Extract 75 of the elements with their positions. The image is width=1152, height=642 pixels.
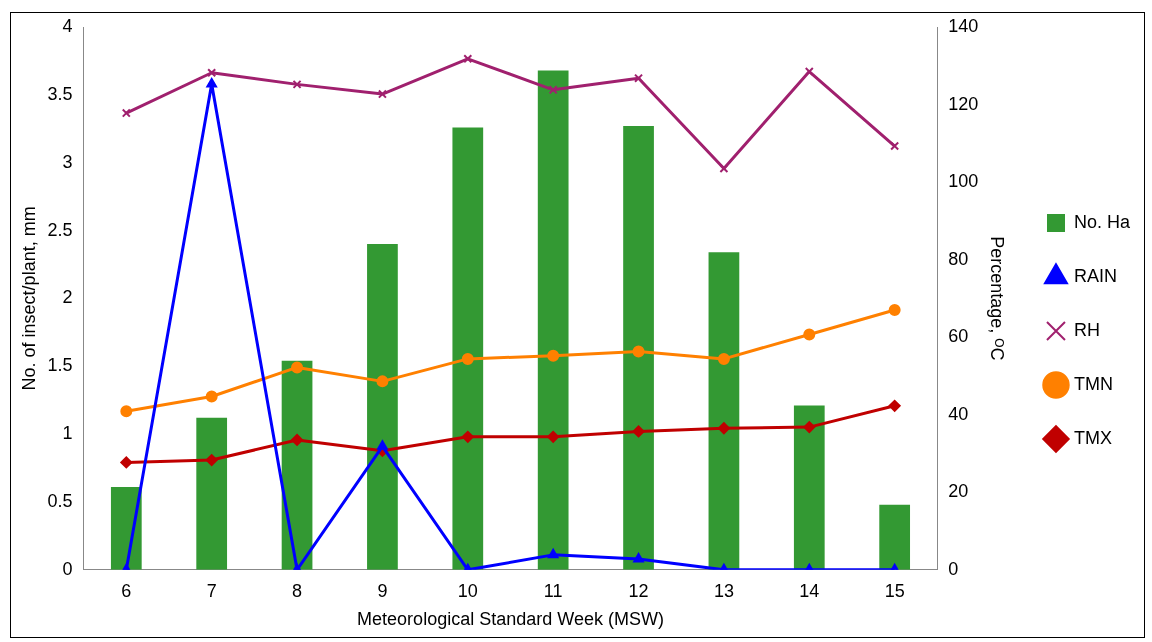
x-tick-label: 8 [292, 580, 303, 601]
point [377, 440, 388, 450]
point [547, 349, 560, 362]
bar [452, 127, 484, 570]
point [120, 456, 133, 469]
y2-tick-label: 140 [948, 15, 979, 36]
y-tick-label: 0.5 [47, 490, 73, 511]
point [548, 85, 558, 95]
point [717, 422, 730, 435]
point [632, 425, 645, 438]
bar [879, 504, 911, 570]
point [803, 328, 816, 341]
point [804, 67, 814, 77]
y2-tick-label: 60 [948, 326, 969, 347]
point [205, 454, 218, 467]
legend-label: No. Ha [1073, 211, 1131, 232]
point [121, 108, 131, 118]
point [461, 430, 474, 443]
y2-tick-label: 40 [948, 403, 969, 424]
y-tick-label: 3.5 [47, 83, 73, 104]
bar [537, 70, 569, 570]
point [633, 552, 644, 563]
bar [196, 417, 228, 570]
legend-label: TMX [1073, 427, 1112, 448]
x-tick-label: 10 [457, 580, 478, 601]
point [717, 352, 730, 365]
y-tick-label: 0 [62, 558, 73, 579]
y-tick-label: 2 [62, 287, 73, 308]
point [547, 548, 559, 559]
x-tick-label: 6 [121, 580, 132, 601]
point [207, 68, 217, 78]
point [634, 73, 644, 83]
y-tick-label: 1.5 [47, 355, 73, 376]
bar [367, 244, 398, 570]
y2-tick-label: 20 [948, 481, 969, 502]
y2-axis-title: Percentage, ᴼC [987, 236, 1008, 361]
legend-label: RAIN [1073, 265, 1117, 286]
y2-tick-label: 100 [948, 171, 979, 192]
y-tick-label: 2.5 [47, 219, 73, 240]
point [461, 352, 474, 365]
bar [623, 126, 654, 570]
point [890, 141, 900, 151]
x-tick-label: 15 [884, 580, 905, 601]
x-tick-label: 13 [713, 580, 734, 601]
bar [708, 252, 740, 570]
point [376, 375, 389, 388]
point [205, 390, 218, 403]
y2-tick-label: 120 [948, 93, 979, 114]
point [120, 405, 133, 418]
point [888, 399, 901, 412]
y2-tick-label: 80 [948, 248, 969, 269]
y-tick-label: 3 [62, 151, 73, 172]
x-axis-title: Meteorological Standard Week (MSW) [357, 609, 664, 630]
legend-label: TMN [1073, 373, 1113, 394]
point [803, 421, 816, 434]
y-tick-label: 1 [62, 423, 73, 444]
point [632, 345, 645, 358]
y-axis-title: No. of insect/plant, mm [18, 206, 39, 391]
point [888, 304, 901, 317]
x-tick-label: 7 [206, 580, 217, 601]
point [291, 361, 304, 374]
y2-tick-label: 0 [948, 558, 959, 579]
x-tick-label: 9 [377, 580, 388, 601]
x-tick-label: 14 [799, 580, 820, 601]
x-tick-label: 12 [628, 580, 649, 601]
legend-label: RH [1073, 319, 1100, 340]
bar [793, 405, 825, 570]
point [292, 79, 302, 89]
point [206, 77, 218, 88]
y-tick-label: 4 [62, 15, 73, 36]
point [291, 433, 304, 446]
point [377, 89, 387, 99]
x-tick-label: 11 [543, 580, 563, 601]
point [547, 430, 560, 443]
point [463, 54, 473, 64]
